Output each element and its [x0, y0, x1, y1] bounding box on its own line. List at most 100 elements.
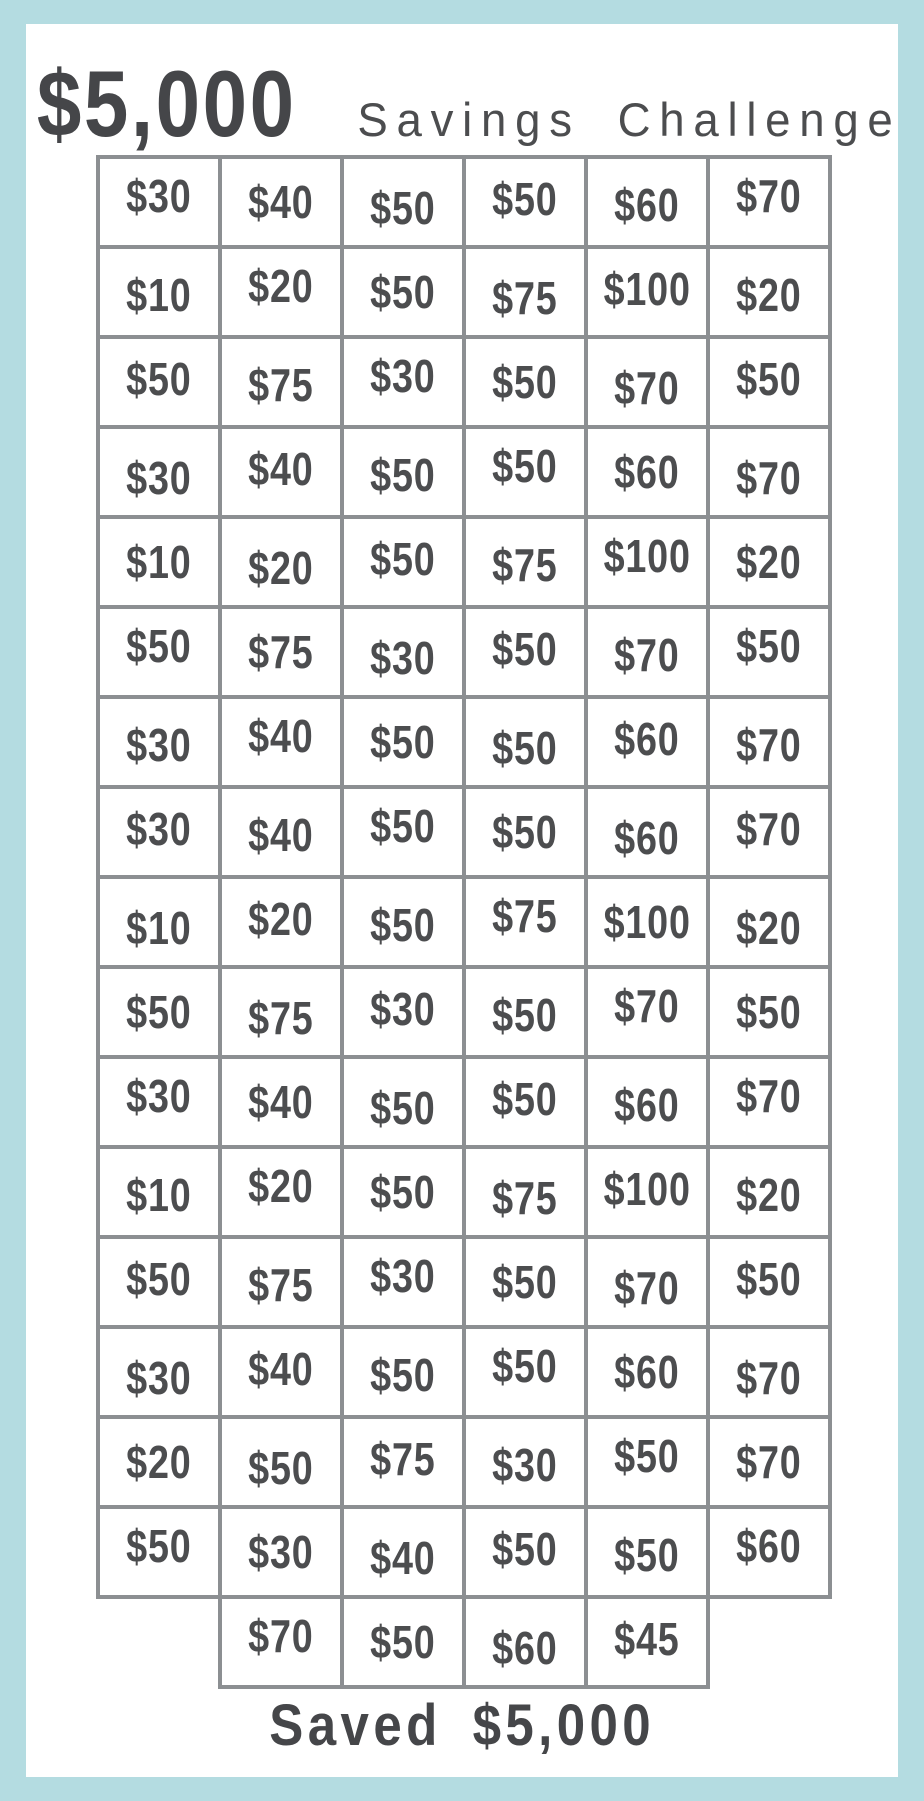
savings-cell-amount: $50 — [370, 266, 436, 318]
grid-row: $20 $50 $75 $30 $50 $70 — [96, 1415, 832, 1509]
savings-cell: $10 — [96, 245, 222, 339]
grid-row: $10 $20 $50 $75 $100 $20 — [96, 1145, 832, 1239]
savings-cell: $50 — [340, 1145, 466, 1239]
savings-cell: $70 — [584, 605, 710, 699]
savings-cell: $50 — [462, 425, 588, 519]
savings-cell-amount: $50 — [370, 182, 436, 234]
title-label: Savings Challenge — [357, 93, 902, 146]
savings-cell: $30 — [96, 155, 222, 249]
savings-cell: $50 — [340, 245, 466, 339]
savings-cell: $50 — [340, 1595, 466, 1689]
savings-cell: $60 — [584, 695, 710, 789]
savings-cell-amount: $10 — [126, 269, 192, 321]
savings-cell-amount: $70 — [736, 452, 802, 504]
savings-cell-amount: $20 — [248, 893, 314, 945]
savings-cell-amount: $20 — [736, 269, 802, 321]
savings-cell-amount: $50 — [492, 1073, 558, 1125]
savings-cell-amount: $50 — [492, 1340, 558, 1392]
savings-cell: $60 — [584, 425, 710, 519]
savings-cell-amount: $50 — [736, 353, 802, 405]
grid-row: $30 $40 $50 $50 $60 $70 — [96, 1325, 832, 1419]
savings-cell: $75 — [218, 965, 344, 1059]
savings-cell-amount: $30 — [126, 719, 192, 771]
savings-cell: $75 — [462, 515, 588, 609]
savings-cell: $20 — [706, 1145, 832, 1239]
savings-cell: $70 — [706, 1055, 832, 1149]
savings-cell-amount: $70 — [736, 719, 802, 771]
savings-cell-amount: $40 — [248, 1343, 314, 1395]
savings-cell: $50 — [340, 785, 466, 879]
savings-cell-amount: $60 — [614, 446, 680, 498]
savings-cell-amount: $60 — [614, 713, 680, 765]
savings-cell-amount: $50 — [370, 716, 436, 768]
savings-cell: $60 — [462, 1595, 588, 1689]
savings-cell-amount: $50 — [126, 1520, 192, 1572]
savings-cell-amount: $50 — [126, 986, 192, 1038]
savings-cell: $40 — [218, 155, 344, 249]
savings-cell-amount: $50 — [492, 173, 558, 225]
savings-cell-amount: $10 — [126, 1169, 192, 1221]
grid-row: $30 $40 $50 $50 $60 $70 — [96, 695, 832, 789]
savings-cell: $50 — [340, 1325, 466, 1419]
grid-row: $50 $30 $40 $50 $50 $60 — [96, 1505, 832, 1599]
footer-total-text: Saved $5,000 — [269, 1693, 655, 1758]
grid-row: $50 $75 $30 $50 $70 $50 — [96, 335, 832, 429]
savings-cell: $20 — [218, 515, 344, 609]
row-offset-spacer — [96, 1595, 218, 1689]
savings-cell: $70 — [584, 335, 710, 429]
grid-row: $50 $75 $30 $50 $70 $50 — [96, 605, 832, 699]
savings-cell: $70 — [706, 155, 832, 249]
savings-cell-amount: $50 — [126, 353, 192, 405]
savings-cell: $40 — [340, 1505, 466, 1599]
savings-cell: $40 — [218, 695, 344, 789]
savings-cell-amount: $70 — [614, 980, 680, 1032]
savings-cell-amount: $40 — [248, 809, 314, 861]
savings-cell: $40 — [218, 1055, 344, 1149]
savings-cell-amount: $50 — [370, 1616, 436, 1668]
savings-cell-amount: $50 — [736, 986, 802, 1038]
savings-cell-amount: $50 — [492, 1256, 558, 1308]
grid-row: $30 $40 $50 $50 $60 $70 — [96, 155, 832, 249]
savings-cell: $75 — [218, 335, 344, 429]
savings-cell: $100 — [584, 245, 710, 339]
savings-cell: $40 — [218, 785, 344, 879]
savings-cell: $10 — [96, 1145, 222, 1239]
savings-cell: $50 — [462, 1055, 588, 1149]
savings-cell-amount: $50 — [492, 440, 558, 492]
savings-cell: $60 — [584, 785, 710, 879]
savings-cell-amount: $40 — [248, 710, 314, 762]
savings-cell-amount: $70 — [248, 1610, 314, 1662]
savings-cell-amount: $20 — [248, 542, 314, 594]
savings-cell: $50 — [96, 1505, 222, 1599]
savings-cell: $75 — [218, 605, 344, 699]
savings-cell-amount: $40 — [370, 1532, 436, 1584]
savings-cell: $50 — [706, 1235, 832, 1329]
savings-cell: $50 — [584, 1505, 710, 1599]
savings-cell: $75 — [462, 1145, 588, 1239]
savings-cell-amount: $60 — [614, 812, 680, 864]
savings-cell: $50 — [340, 515, 466, 609]
savings-cell-amount: $75 — [492, 890, 558, 942]
savings-cell: $50 — [462, 1505, 588, 1599]
savings-cell: $10 — [96, 875, 222, 969]
savings-cell: $10 — [96, 515, 222, 609]
savings-cell-amount: $70 — [736, 1352, 802, 1404]
savings-cell-amount: $50 — [492, 989, 558, 1041]
savings-cell-amount: $20 — [248, 260, 314, 312]
savings-cell: $100 — [584, 515, 710, 609]
savings-cell-amount: $70 — [736, 1436, 802, 1488]
savings-cell: $50 — [96, 605, 222, 699]
savings-cell: $30 — [340, 1235, 466, 1329]
savings-grid: $30 $40 $50 $50 $60 $70 $10 $20 $50 $75 $100 $20 $50… — [96, 155, 832, 1689]
grid-row-offset: $70 $50 $60 $45 — [96, 1595, 828, 1689]
savings-cell: $50 — [462, 695, 588, 789]
savings-cell: $20 — [706, 245, 832, 339]
savings-cell-amount: $60 — [614, 179, 680, 231]
grid-row: $50 $75 $30 $50 $70 $50 — [96, 1235, 832, 1329]
savings-cell-amount: $70 — [736, 1070, 802, 1122]
savings-cell: $70 — [706, 785, 832, 879]
savings-cell-amount: $50 — [370, 1349, 436, 1401]
savings-cell-amount: $30 — [126, 803, 192, 855]
savings-cell-amount: $70 — [614, 362, 680, 414]
savings-cell: $30 — [218, 1505, 344, 1599]
